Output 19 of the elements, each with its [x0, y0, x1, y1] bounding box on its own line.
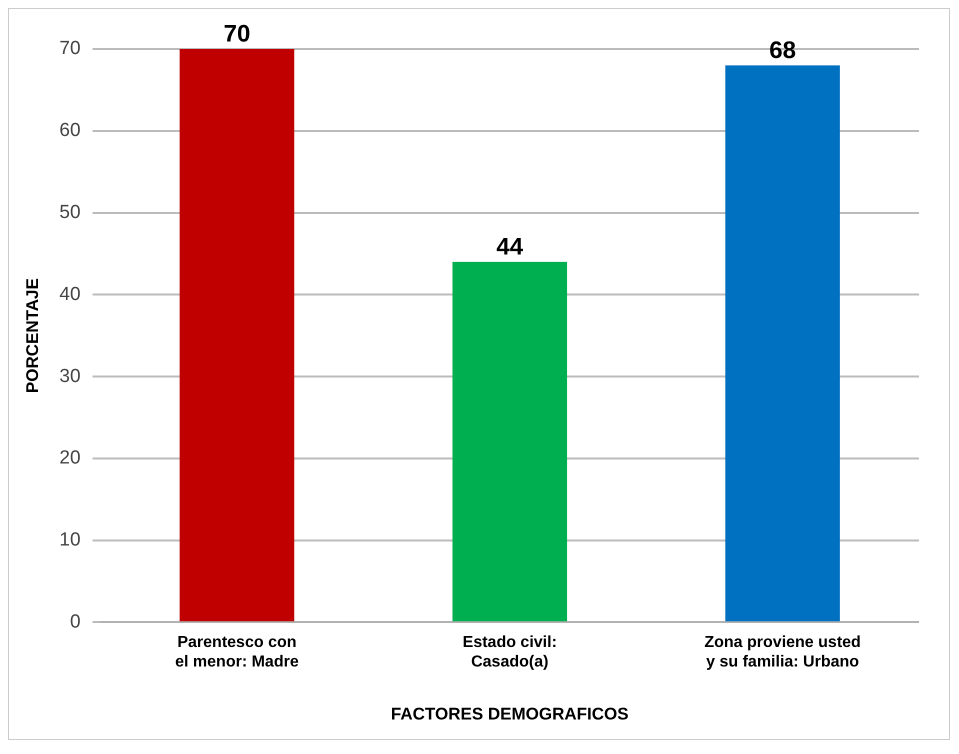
y-tick-label: 70 [59, 38, 81, 60]
y-tick-label: 10 [59, 530, 81, 551]
y-tick-label: 40 [59, 284, 81, 305]
bar [725, 65, 840, 622]
x-tick-label: Estado civil: Casado(a) [462, 634, 557, 670]
bar [452, 262, 568, 622]
y-tick-label: 0 [70, 611, 81, 632]
x-tick-label: Parentesco con el menor: Madre [175, 634, 299, 670]
y-tick-label: 20 [59, 448, 81, 469]
bar [180, 49, 294, 622]
y-tick-label: 60 [59, 120, 81, 142]
x-axis-title: FACTORES DEMOGRAFICOS [390, 704, 629, 724]
y-axis-title: PORCENTAJE [22, 278, 42, 394]
data-label: 44 [496, 234, 524, 261]
data-label: 68 [769, 37, 796, 64]
y-tick-label: 30 [59, 366, 81, 387]
x-tick-label: Zona proviene usted y su familia: Urbano [704, 634, 861, 670]
data-label: 70 [224, 20, 250, 48]
y-tick-label: 50 [59, 202, 81, 224]
